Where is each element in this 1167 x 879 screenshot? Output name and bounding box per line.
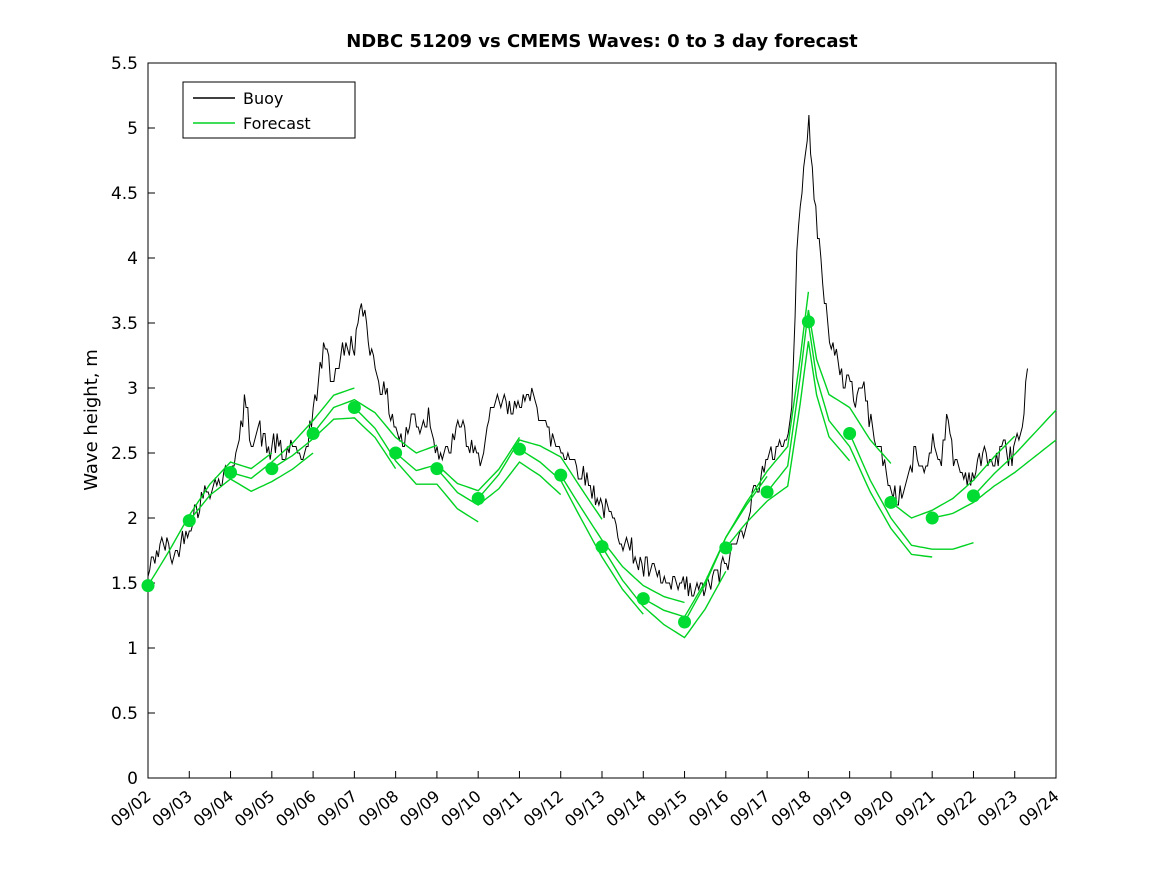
- y-tick-label: 4.5: [111, 184, 138, 204]
- buoy-series: [147, 114, 1028, 597]
- forecast-line: [436, 461, 562, 506]
- chart-title: NDBC 51209 vs CMEMS Waves: 0 to 3 day fo…: [346, 31, 858, 52]
- forecast-line: [395, 437, 521, 492]
- forecast-line: [972, 409, 1057, 497]
- forecast-dot: [760, 485, 774, 499]
- x-tick-label: 09/24: [1015, 787, 1063, 831]
- x-tick-label: 09/23: [974, 787, 1022, 831]
- x-tick-label: 09/15: [644, 787, 692, 831]
- x-tick-label: 09/20: [850, 787, 898, 831]
- y-tick-label: 2.5: [111, 444, 138, 464]
- y-tick-label: 3.5: [111, 314, 138, 334]
- forecast-line: [519, 448, 644, 615]
- x-tick-label: 09/18: [767, 787, 815, 831]
- legend: Buoy Forecast: [182, 81, 356, 139]
- forecast-dot: [224, 466, 238, 479]
- forecast-dot: [636, 592, 650, 606]
- forecast-dot: [306, 427, 320, 440]
- y-tick-label: 0.5: [111, 704, 138, 724]
- x-tick-label: 09/22: [932, 787, 980, 831]
- forecast-line: [601, 546, 727, 639]
- forecast-line: [188, 452, 314, 522]
- x-tick-label: 09/11: [478, 787, 526, 831]
- y-tick-label: 5: [127, 119, 138, 139]
- forecast-line: [766, 309, 892, 493]
- legend-box: [182, 81, 356, 139]
- legend-label: Buoy: [243, 89, 283, 108]
- x-tick-label: 09/04: [190, 787, 238, 831]
- forecast-line: [807, 322, 933, 558]
- forecast-line: [271, 417, 397, 470]
- forecast-series: [147, 291, 1057, 639]
- forecast-line: [932, 439, 1057, 519]
- forecast-line: [683, 291, 810, 623]
- x-tick-label: 09/03: [148, 787, 196, 831]
- forecast-line: [725, 341, 851, 549]
- x-tick-label: 09/12: [520, 787, 568, 831]
- y-tick-label: 2: [127, 509, 138, 529]
- forecast-dots: [141, 315, 980, 629]
- forecast-dot: [801, 315, 815, 329]
- forecast-dot: [884, 495, 898, 509]
- y-axis-label: Wave height, m: [81, 349, 102, 490]
- forecast-dot: [182, 514, 196, 528]
- forecast-dot: [347, 401, 361, 414]
- y-tick-label: 1.5: [111, 574, 138, 594]
- x-tick-label: 09/21: [891, 787, 939, 831]
- forecast-dot: [925, 511, 939, 525]
- y-tick-label: 4: [127, 249, 138, 269]
- y-axis: 0 0.5 1 1.5 2 2.5 3 3.5 4 4.5 5 5.5: [111, 54, 155, 789]
- forecast-dot: [719, 541, 733, 555]
- y-tick-label: 5.5: [111, 54, 138, 74]
- x-tick-label: 09/17: [726, 787, 774, 831]
- forecast-dot: [966, 489, 980, 503]
- x-tick-label: 09/07: [313, 787, 361, 831]
- x-tick-label: 09/16: [685, 787, 733, 831]
- forecast-line: [560, 474, 685, 604]
- forecast-dot: [471, 492, 485, 505]
- forecast-line: [890, 435, 1016, 519]
- y-tick-label: 1: [127, 639, 138, 659]
- forecast-line: [230, 387, 355, 480]
- forecast-dot: [389, 446, 403, 460]
- x-tick-label: 09/10: [437, 787, 485, 831]
- x-tick-label: 09/13: [561, 787, 609, 831]
- x-tick-label: 09/14: [602, 787, 650, 831]
- x-tick-label: 09/08: [355, 787, 403, 831]
- forecast-line: [642, 475, 768, 618]
- x-tick-label: 09/02: [107, 787, 155, 831]
- y-tick-label: 3: [127, 379, 138, 399]
- x-tick-label: 09/05: [231, 787, 279, 831]
- forecast-dot: [554, 468, 568, 482]
- forecast-line: [312, 398, 438, 454]
- forecast-dot: [141, 579, 155, 593]
- forecast-line: [477, 439, 603, 520]
- forecast-line: [848, 433, 974, 550]
- forecast-dot: [595, 540, 609, 554]
- legend-label: Forecast: [243, 114, 311, 133]
- x-axis: 09/0209/0309/0409/0509/0609/0709/0809/09…: [107, 771, 1063, 831]
- x-tick-label: 09/06: [272, 787, 320, 831]
- plot-area: 09/0209/0309/0409/0509/0609/0709/0809/09…: [107, 54, 1063, 831]
- forecast-dot: [430, 462, 444, 476]
- axes-box: [147, 62, 1057, 779]
- forecast-dot: [265, 462, 279, 476]
- x-tick-label: 09/19: [809, 787, 857, 831]
- forecast-dot: [512, 442, 526, 456]
- forecast-dot: [843, 427, 857, 440]
- forecast-dot: [678, 615, 692, 629]
- y-tick-label: 0: [127, 769, 138, 789]
- forecast-line: [147, 452, 273, 586]
- x-tick-label: 09/09: [396, 787, 444, 831]
- forecast-line: [353, 407, 479, 523]
